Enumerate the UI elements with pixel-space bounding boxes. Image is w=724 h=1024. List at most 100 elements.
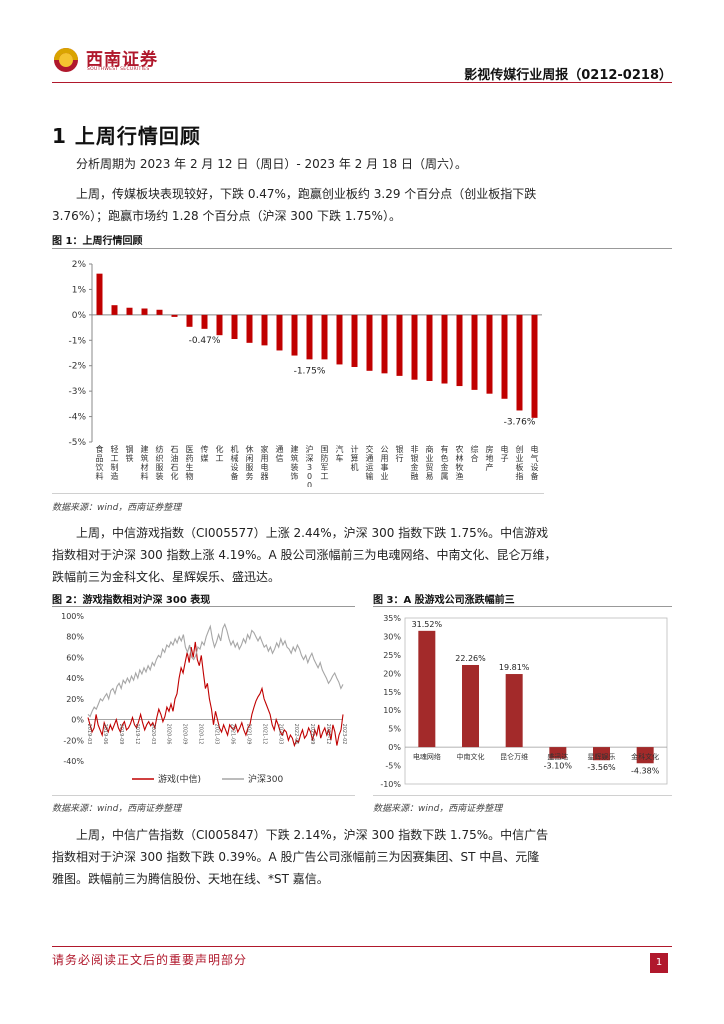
bar-农林牧渔 [456,314,463,387]
figure2-chart: 100% 80% 60% 40% 20% 0% -20% -40% 2019-03 2019-06… [61,612,347,785]
category-label: 医药生物 [186,445,194,481]
x-tick-label: 2019-03 [86,724,92,745]
category-label: 轻工制造 [111,444,119,481]
x-tick-label: 2021-03 [214,724,220,745]
logo-mark-icon [54,48,78,72]
x-tick-label: 2019-12 [134,724,140,745]
category-label: 汽车 [336,444,344,463]
data-label: 31.52% [412,620,443,629]
x-tick-label: 2019-09 [118,724,124,745]
plot-frame [404,617,668,785]
logo-cn: 西南证券 [86,50,158,70]
y-tick-label: 60% [66,653,84,662]
series-line-沪深300 [87,622,344,718]
x-tick-label: 2022-12 [325,724,331,745]
header: 西南证券 SOUTHWEST SECURITIES [52,40,672,80]
category-label: 创业板指 [516,444,524,481]
category-label: 中南文化 [457,752,485,761]
legend-label: 沪深300 [248,773,283,785]
category-label: 国防军工 [321,445,329,481]
x-tick-label: 2022-09 [309,724,315,745]
logo-en: SOUTHWEST SECURITIES [87,67,150,72]
y-tick-label: -1% [68,336,86,346]
y-tick-label: 35% [383,614,401,623]
bar-综合 [471,314,478,390]
y-tick-label: 100% [61,612,84,621]
bar-非银金融 [411,314,418,380]
bar-休闲服务 [246,314,253,343]
data-label: -3.76% [504,417,536,427]
bar-银行 [396,314,403,376]
y-tick-label: 25% [383,651,401,660]
figure2-source: 数据来源：wind，西南证券整理 [52,804,182,814]
paragraph-line: 跌幅前三为金科文化、星辉娱乐、盛迅达。 [52,570,281,584]
category-label: 纺织服装 [156,444,164,481]
y-tick-label: -20% [63,736,84,745]
bar-建筑装饰 [291,314,298,356]
y-tick-label: 80% [66,633,84,642]
category-label: 机械设备 [231,444,239,481]
category-label: 非银金融 [411,444,419,481]
paragraph-period: 分析周期为 2023 年 2 月 12 日（周日）- 2023 年 2 月 18… [52,153,672,175]
data-label: -0.47% [189,336,221,346]
x-tick-label: 2023-02 [341,724,347,745]
bar-计算机 [351,314,358,367]
bar-有色金属 [441,314,448,384]
figure3-top-rule [373,606,672,607]
data-label: -3.56% [587,763,616,772]
x-tick-label: 2020-09 [182,724,188,745]
paragraph-line: 雅图。跌幅前三为腾信股份、天地在线、*ST 嘉信。 [52,872,329,886]
paragraph-advertising: 上周，中信广告指数（CI005847）下跌 2.14%，沪深 300 指数下跌 … [52,824,672,890]
paragraph-line: 上周，中信广告指数（CI005847）下跌 2.14%，沪深 300 指数下跌 … [76,828,549,842]
bar-房地产 [486,314,493,394]
y-tick-label: 15% [383,688,401,697]
bar-化工 [216,314,223,336]
figure1-chart: 2% 1% 0% -1% -2% -3% -4% -5% 食品饮料轻工制造钢铁建筑材料纺织服装石… [68,260,542,487]
figure3-source: 数据来源：wind，西南证券整理 [373,804,503,814]
bar-公用事业 [381,314,388,374]
y-tick-label: -10% [380,780,401,789]
bar-轻工制造 [111,305,118,315]
paragraph-text: 分析周期为 2023 年 2 月 12 日（周日）- 2023 年 2 月 18… [76,157,467,171]
category-label: 传媒 [201,444,209,463]
category-label: 公用事业 [381,445,389,481]
figure3-caption: 图 3：A 股游戏公司涨跌幅前三 [373,595,515,606]
y-tick-label: 10% [383,706,401,715]
x-tick-label: 2021-06 [229,724,235,745]
figure2-caption: 图 2：游戏指数相对沪深 300 表现 [52,595,211,606]
category-label: 综合 [471,444,479,463]
y-tick-label: 20% [383,669,401,678]
bar-医药生物 [186,314,193,327]
category-label: 化工 [216,444,224,463]
y-tick-label: 0% [71,716,84,725]
category-label: 昆仑万维 [500,752,528,761]
bar-交通运输 [366,314,373,371]
bar-食品饮料 [96,273,103,315]
category-label: 盛迅达 [547,752,568,761]
paragraph-summary: 上周，传媒板块表现较好，下跌 0.47%，跑赢创业板约 3.29 个百分点（创业… [52,183,672,227]
bar-电气设备 [531,314,538,418]
header-divider [52,82,672,83]
bar-商业贸易 [426,314,433,381]
x-tick-label: 2019-06 [102,724,108,745]
category-label: 金科文化 [631,752,659,761]
category-label: 石油石化 [171,445,179,481]
paragraph-line: 指数相对于沪深 300 指数下跌 0.39%。A 股广告公司涨幅前三为因赛集团、… [52,850,540,864]
y-tick-label: 5% [388,725,401,734]
bar-建筑材料 [141,308,148,315]
y-tick-label: -5% [385,762,401,771]
y-tick-label: -2% [68,362,86,372]
paragraph-line: 上周，传媒板块表现较好，下跌 0.47%，跑赢创业板约 3.29 个百分点（创业… [76,187,537,201]
y-tick-label: 30% [383,632,401,641]
x-tick-label: 2020-12 [198,724,204,745]
data-label: -3.10% [544,762,573,771]
series-line-游戏(中信) [87,641,344,748]
category-label: 电子 [501,444,509,463]
y-tick-label: 20% [66,695,84,704]
figure1-caption: 图 1：上周行情回顾 [52,236,143,247]
figure2-top-rule [52,606,355,607]
y-tick-label: 2% [72,260,87,270]
data-label: 19.81% [499,663,530,672]
category-label: 银行 [396,444,404,463]
data-label: 22.26% [455,654,486,663]
